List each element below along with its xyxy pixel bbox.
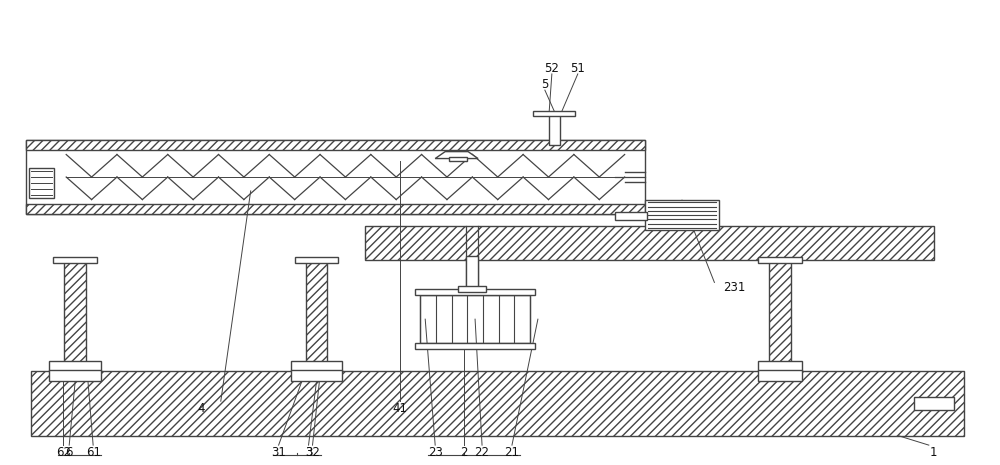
Text: 61: 61 (86, 445, 101, 458)
Bar (26, 140, 645, 214)
Bar (615, 212, 647, 219)
Bar (365, 226, 934, 260)
Bar (26, 204, 645, 214)
Text: 21: 21 (504, 445, 519, 458)
Text: 52: 52 (544, 62, 559, 75)
Bar (31, 371, 964, 436)
Bar (49, 370, 101, 381)
Bar (645, 200, 719, 230)
Text: 23: 23 (428, 445, 443, 458)
Bar (415, 289, 535, 295)
Text: 62: 62 (56, 445, 71, 458)
Text: 5: 5 (541, 78, 549, 91)
Text: 22: 22 (475, 445, 490, 458)
Bar (26, 140, 645, 150)
Text: 6: 6 (65, 445, 73, 458)
Bar (458, 286, 486, 292)
Text: 31: 31 (271, 445, 286, 458)
Bar (533, 112, 575, 116)
Bar (291, 361, 342, 371)
Bar (466, 256, 478, 290)
Text: 231: 231 (723, 281, 746, 294)
Text: 41: 41 (393, 402, 408, 415)
Bar (415, 344, 535, 349)
Bar (420, 295, 530, 344)
Bar (758, 361, 802, 371)
Text: 32: 32 (305, 445, 320, 458)
Bar (914, 397, 954, 411)
Bar (295, 257, 338, 263)
Text: 1: 1 (930, 445, 938, 458)
Bar (29, 168, 54, 198)
Bar (758, 370, 802, 381)
Bar (549, 115, 560, 145)
Bar (306, 258, 327, 362)
Bar (758, 257, 802, 263)
Bar (291, 370, 342, 381)
Bar (49, 361, 101, 371)
Bar (53, 257, 97, 263)
Bar (769, 258, 791, 362)
Text: 4: 4 (197, 402, 205, 415)
Bar (64, 258, 86, 362)
Text: 2: 2 (460, 445, 468, 458)
Polygon shape (435, 152, 478, 159)
Text: 51: 51 (570, 62, 585, 75)
Bar (449, 157, 467, 161)
Text: 3: 3 (305, 445, 312, 458)
